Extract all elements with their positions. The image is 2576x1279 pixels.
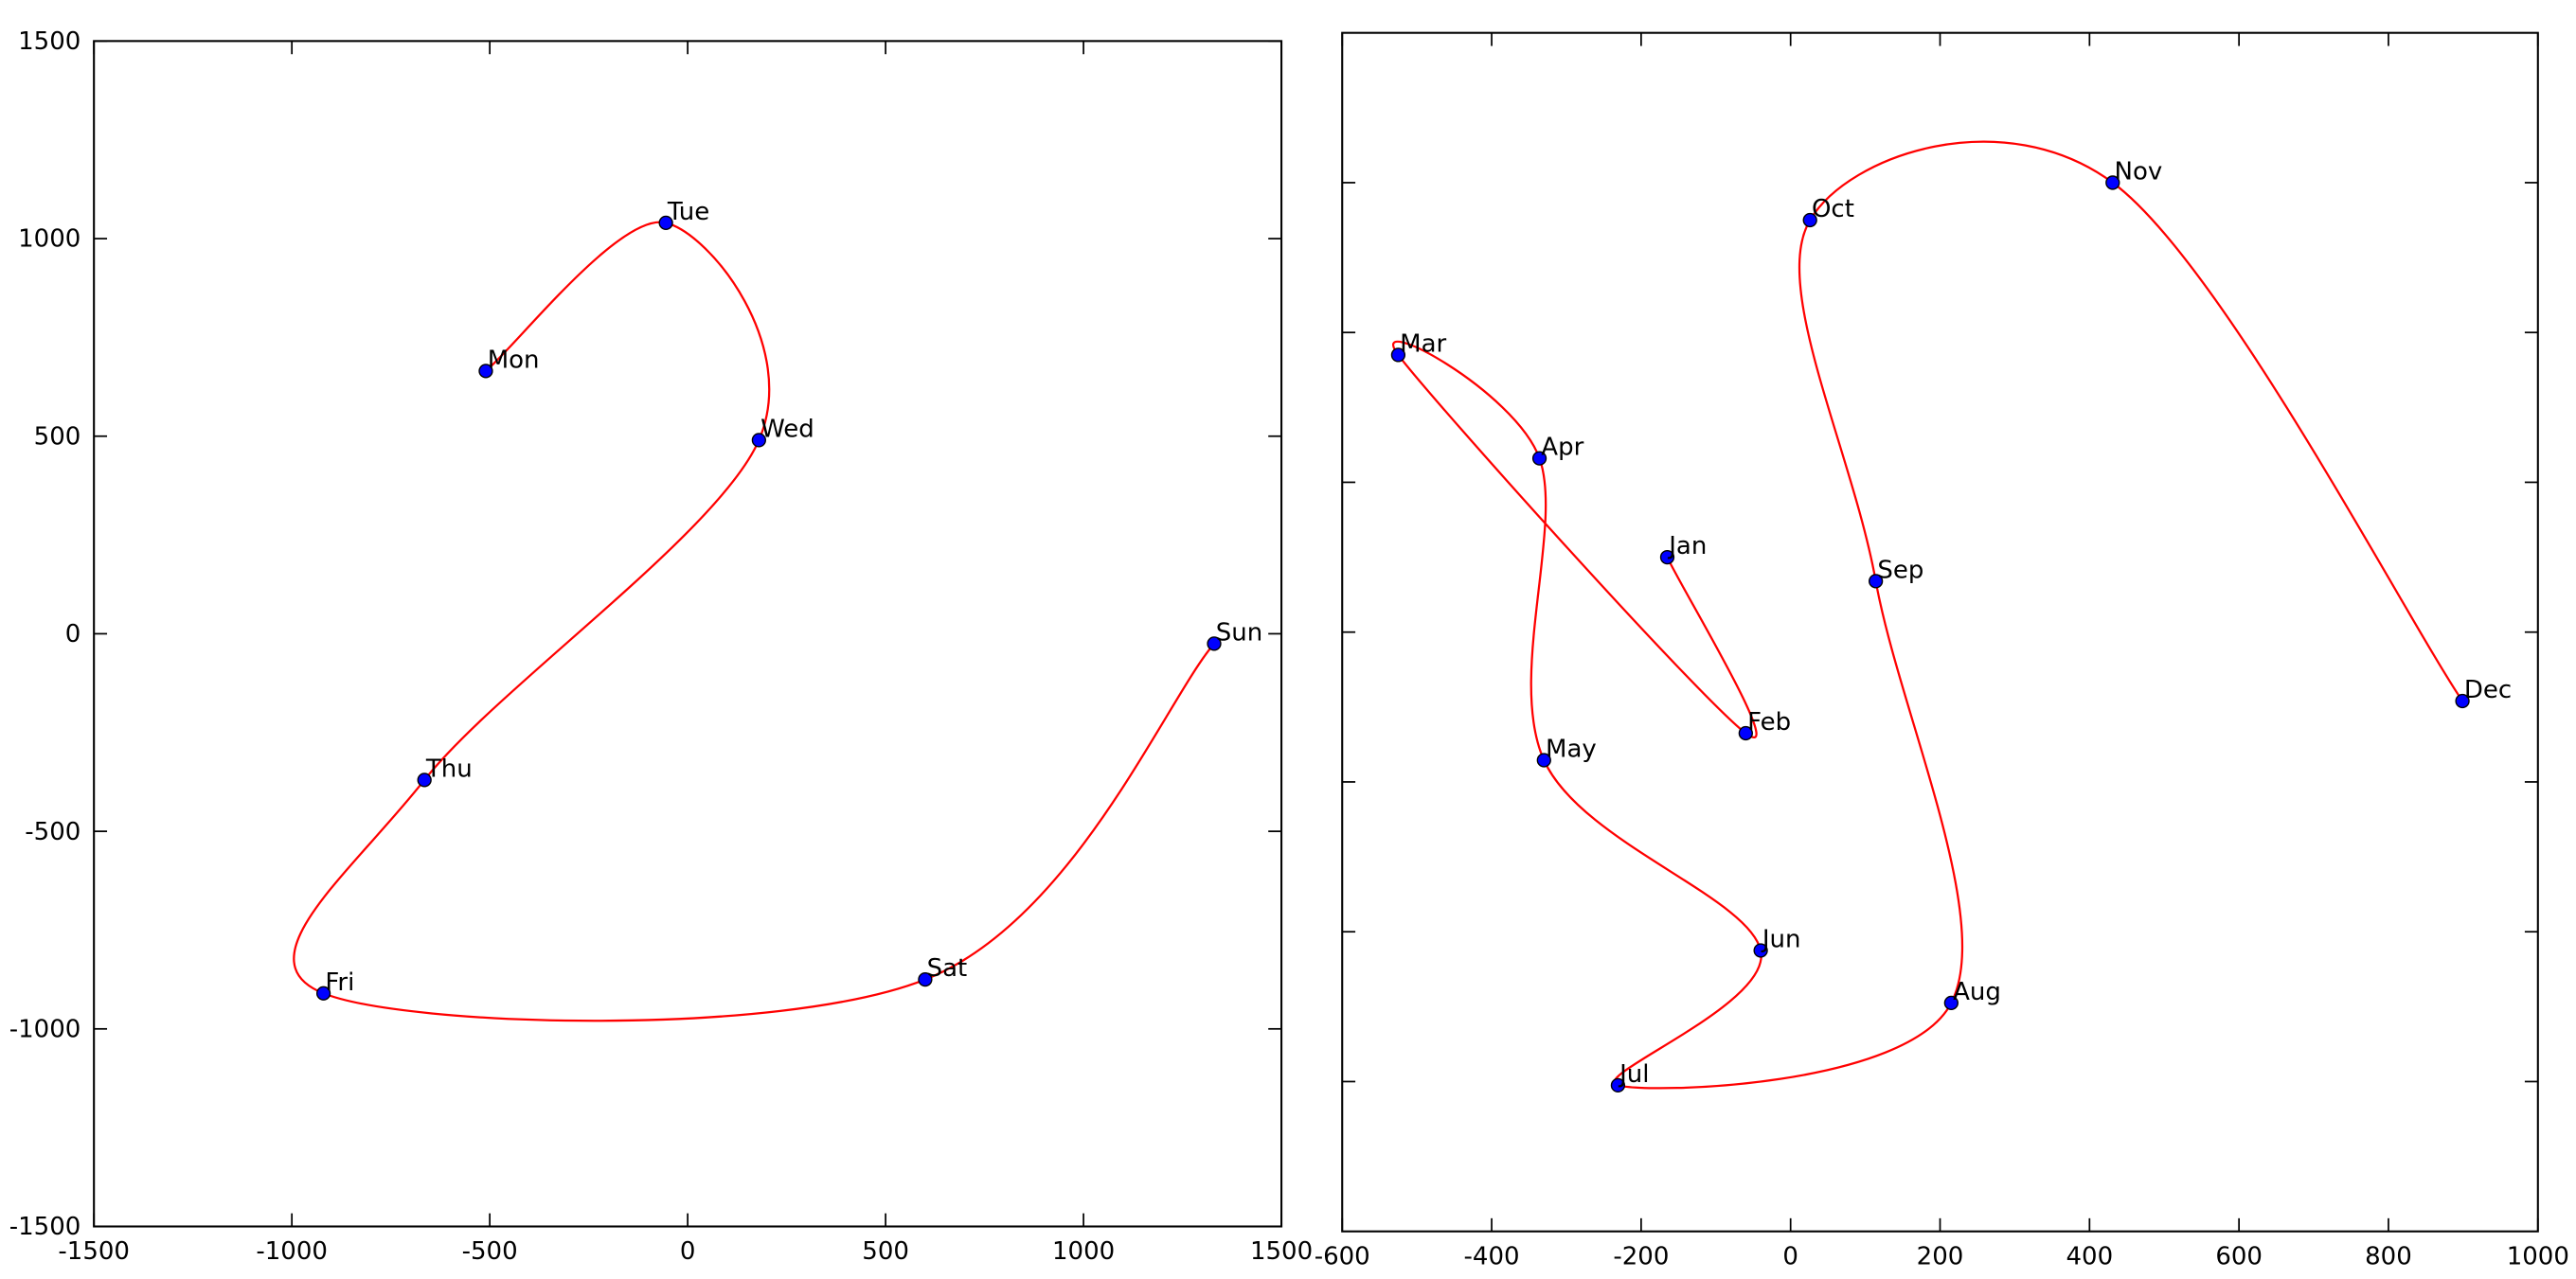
y-tick-label: -1000 (9, 1015, 81, 1043)
y-tick-label: -500 (25, 818, 80, 846)
point-label: May (1546, 736, 1597, 764)
point-label: Fri (325, 968, 354, 997)
point (658, 215, 673, 230)
y-tick-label: 1500 (18, 27, 80, 56)
point-label: Dec (2464, 676, 2512, 704)
y-tick-label: -1500 (9, 1213, 81, 1241)
x-tick-label: 1500 (1250, 1237, 1313, 1266)
point (417, 773, 432, 788)
point-label: Feb (1747, 708, 1791, 737)
point (1536, 753, 1551, 768)
point-label: Oct (1812, 195, 1854, 223)
point (1753, 943, 1768, 958)
point (315, 986, 331, 1001)
point-label: Tue (667, 198, 709, 226)
x-tick-label: -600 (1315, 1242, 1370, 1270)
point-label: Mar (1400, 329, 1446, 358)
point-label: Mon (488, 346, 540, 374)
x-tick-label: 800 (2365, 1242, 2412, 1270)
point-label: Wed (760, 415, 814, 443)
point-label: Sep (1877, 556, 1923, 584)
point (1943, 995, 1959, 1011)
x-tick-label: 200 (1917, 1242, 1964, 1270)
point (1390, 347, 1406, 363)
y-tick-label: 0 (65, 620, 81, 648)
point (1207, 636, 1222, 651)
point (1738, 725, 1753, 741)
curve (1391, 140, 2464, 1090)
point-label: Aug (1953, 978, 2001, 1006)
point (751, 433, 766, 448)
x-tick-label: -500 (462, 1237, 518, 1266)
point (1659, 549, 1675, 565)
x-tick-label: -1000 (256, 1237, 328, 1266)
x-tick-label: -200 (1613, 1242, 1669, 1270)
y-tick-label: 1000 (18, 225, 80, 254)
plot-frame (1341, 31, 2539, 1233)
curve (293, 221, 1215, 1022)
x-tick-label: -400 (1464, 1242, 1520, 1270)
x-tick-label: 1000 (1052, 1237, 1115, 1266)
point-label: Jul (1618, 1060, 1649, 1089)
point-label: Nov (2115, 157, 2163, 186)
point (1869, 574, 1884, 589)
x-tick-label: 1000 (2507, 1242, 2569, 1270)
point (1802, 212, 1817, 228)
point-label: Thu (425, 755, 473, 783)
x-tick-label: 600 (2215, 1242, 2263, 1270)
x-tick-label: -1500 (58, 1237, 130, 1266)
point (918, 972, 933, 987)
x-tick-label: 500 (862, 1237, 909, 1266)
point-label: Jun (1761, 926, 1801, 954)
point-label: Sat (927, 954, 968, 983)
point-label: Apr (1541, 434, 1583, 462)
y-tick-label: 500 (34, 422, 81, 451)
point (1610, 1077, 1626, 1093)
point-label: Jan (1667, 532, 1707, 560)
point-label: Sun (1216, 618, 1262, 647)
x-tick-label: 0 (680, 1237, 696, 1266)
point (2455, 693, 2470, 709)
x-tick-label: 400 (2066, 1242, 2114, 1270)
x-tick-label: 0 (1782, 1242, 1798, 1270)
point (2105, 175, 2120, 190)
point (478, 364, 493, 379)
point (1531, 451, 1547, 466)
